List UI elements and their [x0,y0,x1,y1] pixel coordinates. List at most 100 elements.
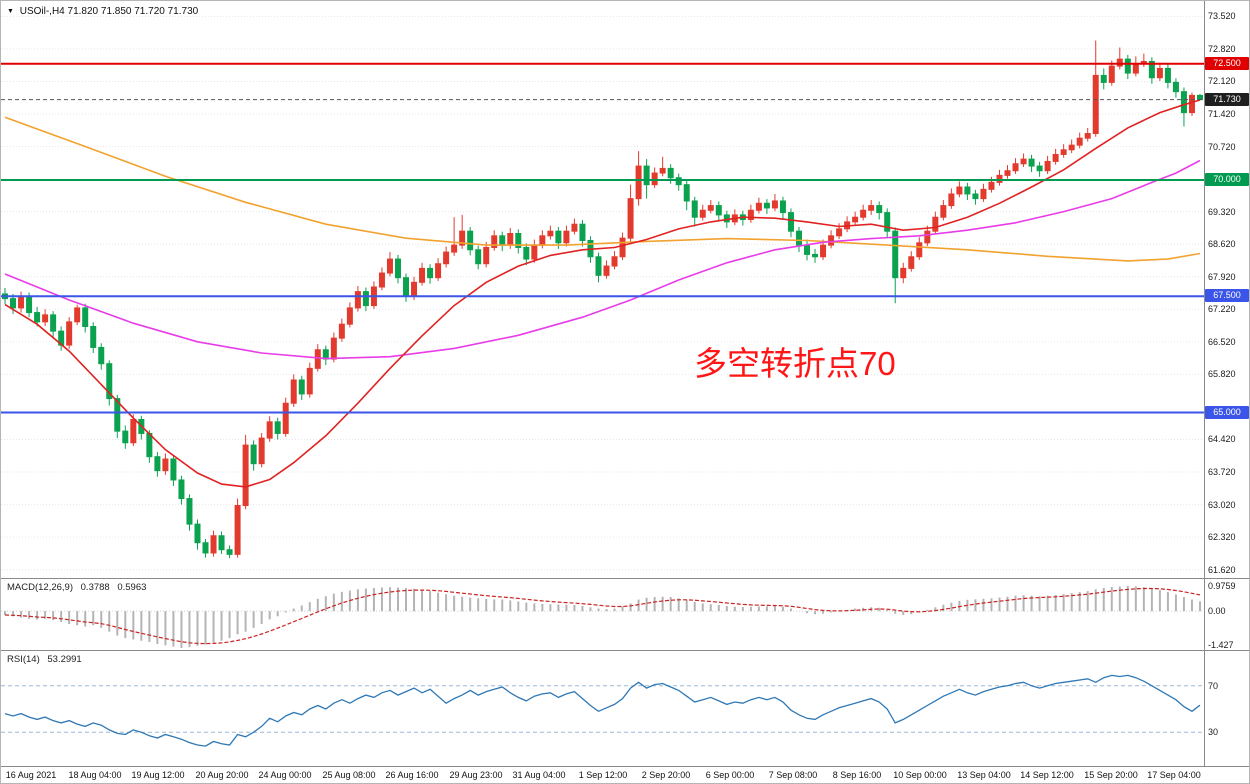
candle [1044,155,1051,174]
candle [130,414,137,447]
time-axis-label: 10 Sep 00:00 [893,770,947,780]
rsi-indicator-plot[interactable] [1,651,1204,767]
candle [266,416,273,442]
macd-indicator-plot[interactable] [1,579,1204,651]
candle [1164,64,1171,89]
candle [82,303,89,333]
panel-separator[interactable] [1,578,1249,579]
candle [932,211,939,235]
candle [1100,68,1107,90]
candle [884,208,891,239]
candle [274,417,281,440]
panel-separator[interactable] [1,650,1249,651]
time-axis-label: 15 Sep 20:00 [1084,770,1138,780]
price-axis-label: 70.720 [1208,142,1236,152]
candle [659,156,666,177]
candle [900,262,907,284]
time-axis[interactable]: 16 Aug 2021 18 Aug 04:00 19 Aug 12:00 20 Au… [1,767,1249,783]
candle [908,251,915,272]
main-chart-plot[interactable] [1,1,1204,579]
candle [571,218,578,235]
price-axis-label: 73.520 [1208,11,1236,21]
price-badge: 71.730 [1205,93,1249,106]
candle [755,197,762,214]
time-axis-label: 20 Aug 20:00 [195,770,249,780]
time-axis-label: 29 Aug 23:00 [449,770,503,780]
candle [916,237,923,261]
candle [707,200,714,214]
candle [298,375,305,400]
candle [66,317,73,349]
candle [451,217,458,256]
candle [547,225,554,240]
ma-orange [4,116,1201,262]
rsi-title: RSI(14) 53.2991 [7,654,87,665]
price-axis[interactable]: 73.520 72.820 72.120 71.420 70.720 69.320 68.6… [1205,1,1249,767]
candle [202,539,209,558]
chart-title: ▼ USOil-,H4 71.820 71.850 71.720 71.730 [7,6,198,17]
candle [1148,57,1155,84]
candle [491,230,498,251]
candle [386,252,393,277]
candle [250,440,257,471]
price-axis-label: 68.620 [1208,239,1236,249]
price-axis-label: 65.820 [1208,369,1236,379]
candle [531,239,538,263]
candle [892,227,899,304]
price-axis-label: 66.520 [1208,337,1236,347]
candle [1076,132,1083,149]
candle [579,220,586,247]
price-badge: 67.500 [1205,289,1249,302]
candle [996,169,1003,186]
candle [1068,139,1075,154]
candle [1084,127,1091,142]
candle [290,374,297,407]
candle [828,230,835,249]
price-axis-label: 64.420 [1208,434,1236,444]
candle [378,267,385,291]
candle [106,360,113,406]
candle [924,225,931,247]
candle [354,286,361,312]
candle [804,239,811,261]
candle [226,545,233,559]
candle [683,180,690,211]
candle [940,200,947,221]
candle [779,196,786,219]
candle [747,204,754,223]
time-axis-label: 1 Sep 12:00 [578,770,628,780]
candle [475,245,482,270]
rsi-axis-label: 70 [1208,681,1219,691]
price-axis-label: 72.120 [1208,76,1236,86]
price-axis-label: 62.320 [1208,532,1236,542]
time-axis-label: 16 Aug 2021 [5,770,57,780]
candle [515,229,522,254]
candle [643,159,650,199]
macd-axis-label: 0.00 [1208,606,1226,616]
candle [42,309,49,327]
price-axis-label: 72.820 [1208,44,1236,54]
price-axis-label: 67.920 [1208,272,1236,282]
panel-separator [1,766,1249,767]
candle [563,225,570,247]
candle [258,432,265,468]
candle [50,311,57,338]
candle [10,293,17,314]
rsi-value: 53.2991 [47,654,82,665]
candle [467,226,474,256]
candle [370,281,377,309]
candle [210,530,217,557]
price-axis-label: 69.320 [1208,207,1236,217]
time-axis-label: 13 Sep 04:00 [957,770,1011,780]
symbol-dropdown-icon[interactable]: ▼ [7,8,14,15]
candle [956,181,963,198]
candle [635,151,642,206]
candle [523,243,530,266]
candle [194,519,201,550]
candle [1140,53,1147,68]
candle [651,167,658,188]
candle [1172,78,1179,98]
candle [1012,158,1019,174]
time-axis-label: 25 Aug 08:00 [322,770,376,780]
candle [1180,87,1187,127]
